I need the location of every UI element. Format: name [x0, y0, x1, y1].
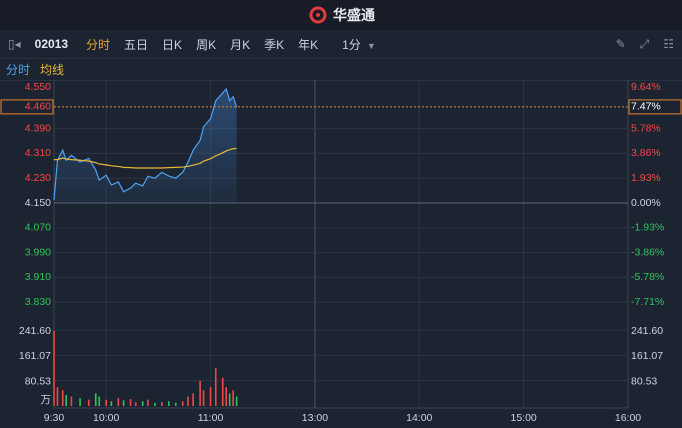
x-tick-label: 11:00: [198, 412, 224, 424]
volume-bar: [209, 387, 212, 406]
volume-bar: [202, 390, 205, 406]
y2-tick-label: 1.93%: [631, 172, 661, 184]
volume-bar: [221, 377, 224, 406]
legend-entry: 均线: [40, 62, 65, 77]
x-tick-label: 10:00: [93, 412, 119, 424]
vol-tick-label: 80.53: [631, 375, 657, 387]
y-tick-label: 3.910: [25, 271, 51, 283]
volume-bar: [228, 393, 231, 406]
volume-bar: [235, 396, 238, 406]
y2-tick-label: 9.64%: [631, 81, 661, 93]
vol-unit: 万: [41, 394, 52, 406]
dropdown-arrow: ▼: [366, 40, 376, 51]
volume-bar: [56, 387, 59, 406]
volume-bar: [87, 399, 90, 406]
y2-tick-label: -3.86%: [631, 246, 664, 258]
panel-icon[interactable]: ▯◂: [8, 37, 21, 51]
expand-icon[interactable]: ⤢: [639, 36, 650, 51]
series-line: [54, 147, 237, 169]
legend: 分时 均线: [0, 58, 682, 81]
y2-tick-label: -1.93%: [631, 222, 664, 234]
volume-bar: [61, 390, 64, 406]
y-tick-label: 4.070: [25, 222, 51, 234]
header: 华盛通: [0, 0, 682, 30]
price-area: [54, 88, 237, 203]
interval-label: 1分: [342, 37, 361, 52]
vol-tick-label: 241.60: [631, 325, 663, 337]
draw-icon[interactable]: ✎: [615, 37, 626, 51]
volume-bar: [192, 393, 194, 406]
y-tick-label: 4.150: [25, 197, 51, 209]
volume-bar: [65, 394, 67, 406]
volume-bar: [70, 396, 73, 406]
y2-tick-label: -5.78%: [631, 271, 664, 283]
y2-tick-label: 3.86%: [631, 147, 661, 159]
volume-bar: [117, 398, 120, 406]
y-tick-label: 4.390: [25, 122, 51, 134]
volume-bar: [181, 401, 184, 406]
x-tick-label: 15:00: [510, 412, 536, 424]
tab[interactable]: 周K: [196, 37, 217, 52]
volume-bar: [79, 398, 81, 406]
legend-entry: 分时: [6, 62, 31, 77]
y2-tick-label: 5.78%: [631, 122, 661, 134]
x-tick-label: 14:00: [406, 412, 432, 424]
y-tick-label: 4.230: [25, 172, 51, 184]
volume-bar: [141, 401, 144, 406]
volume-bar: [147, 399, 149, 406]
logo-icon: [309, 6, 327, 24]
vol-tick-label: 161.07: [631, 350, 663, 362]
volume-bar: [134, 402, 137, 406]
volume-bar: [168, 401, 170, 406]
volume-bar: [105, 399, 107, 406]
current-price-box: [0, 99, 54, 115]
logo-text: 华盛通: [333, 7, 375, 23]
volume-bar: [98, 396, 101, 406]
toolbar: ▯◂ 02013 分时 五日 日K 周K 月K 季K 年K 1分 ▼ ✎ ⤢ ☷: [0, 30, 682, 59]
volume-bar: [174, 402, 177, 406]
settings-icon[interactable]: ☷: [663, 37, 674, 51]
tab[interactable]: 分时: [86, 37, 111, 52]
vol-tick-label: 161.07: [19, 350, 51, 362]
volume-bar: [94, 393, 97, 406]
volume-bar: [161, 402, 163, 406]
tab[interactable]: 五日: [124, 37, 149, 52]
volume-bar: [214, 368, 217, 406]
current-pct-label: 7.47%: [631, 101, 661, 113]
volume-bar: [199, 380, 201, 406]
y2-tick-label: -7.71%: [631, 296, 664, 308]
tab[interactable]: 月K: [230, 37, 251, 52]
volume-bar: [129, 399, 132, 406]
volume-bar: [53, 330, 55, 406]
volume-bar: [187, 396, 189, 406]
current-price-label: 4.460: [25, 101, 51, 113]
interval[interactable]: 1分 ▼: [342, 36, 390, 53]
vol-tick-label: 241.60: [19, 325, 51, 337]
current-pct-box: [628, 99, 682, 115]
volume-bar: [232, 390, 234, 406]
y-tick-label: 3.990: [25, 246, 51, 258]
stock-code: 02013: [34, 37, 69, 51]
x-tick-label: 16:00: [615, 412, 641, 424]
y-tick-label: 4.310: [25, 147, 51, 159]
tab[interactable]: 日K: [162, 37, 183, 52]
y2-tick-label: 0.00%: [631, 197, 661, 209]
volume-bar: [122, 400, 125, 406]
volume-bar: [110, 401, 113, 406]
x-tick-label: 13:00: [302, 412, 328, 424]
volume-bar: [154, 402, 156, 406]
tab[interactable]: 年K: [298, 37, 319, 52]
tab[interactable]: 季K: [264, 37, 285, 52]
y-tick-label: 4.550: [25, 81, 51, 93]
volume-bar: [225, 387, 227, 406]
y-tick-label: 3.830: [25, 296, 51, 308]
x-tick-label: 9:30: [44, 412, 65, 424]
vol-tick-label: 80.53: [25, 375, 51, 387]
